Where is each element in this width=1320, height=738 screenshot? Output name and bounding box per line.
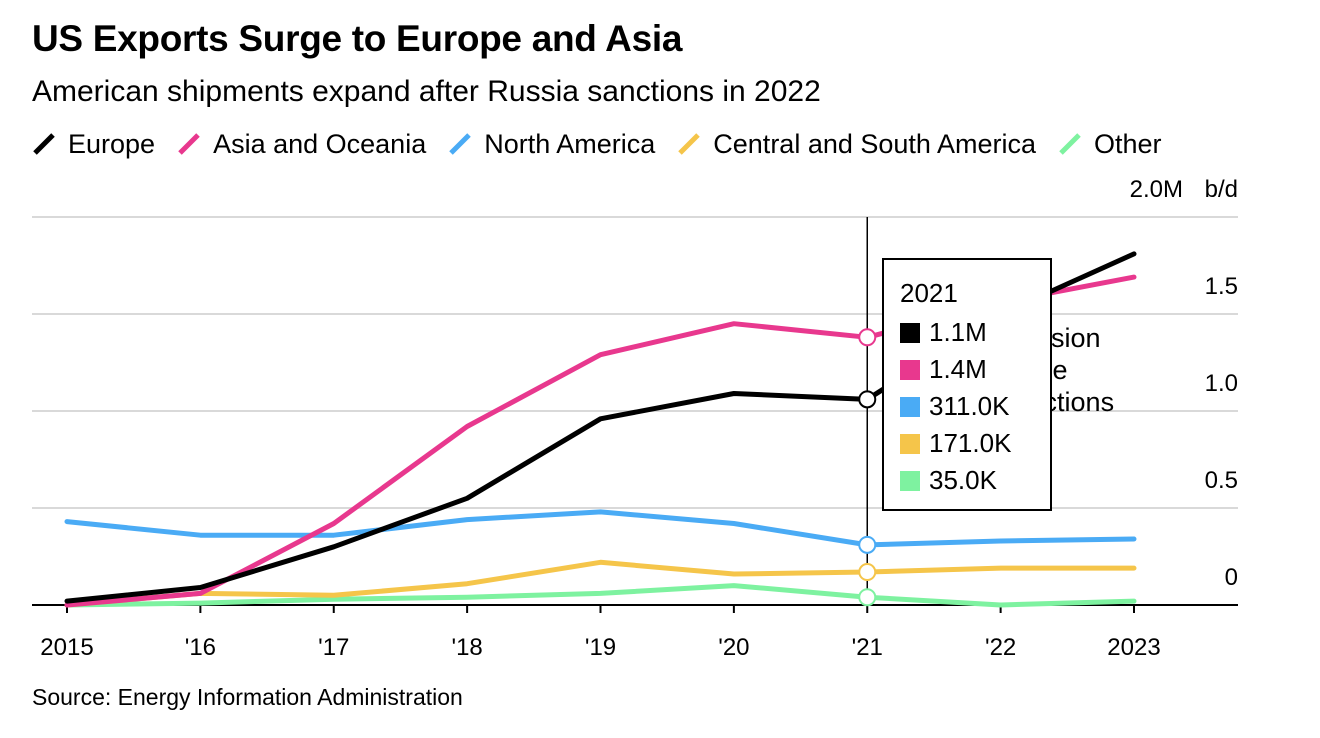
tooltip-row: 1.4M bbox=[900, 354, 987, 385]
highlight-marker bbox=[858, 535, 877, 554]
series-line bbox=[64, 559, 1137, 608]
x-tick-label: 2015 bbox=[40, 634, 93, 661]
legend-swatch bbox=[178, 133, 200, 155]
legend-swatch bbox=[678, 133, 701, 155]
highlight-marker bbox=[858, 563, 877, 582]
source-note: Source: Energy Information Administratio… bbox=[32, 684, 463, 710]
x-tick-label: '19 bbox=[585, 634, 616, 661]
tooltip-swatch bbox=[900, 396, 920, 417]
x-tick-label: '16 bbox=[185, 634, 216, 661]
chart-title: US Exports Surge to Europe and Asia bbox=[32, 18, 683, 59]
x-tick-label: '17 bbox=[318, 634, 349, 661]
legend-label: Europe bbox=[68, 128, 156, 159]
y-tick-label: 1.0 bbox=[1205, 370, 1238, 397]
legend-item: Europe bbox=[32, 129, 155, 160]
highlight-marker bbox=[858, 588, 877, 607]
x-tick-label: '22 bbox=[985, 634, 1016, 661]
legend-label: North America bbox=[484, 128, 656, 159]
tooltip-value: 35.0K bbox=[929, 465, 997, 495]
tooltip-year: 2021 bbox=[900, 278, 958, 308]
x-tick-label: 2023 bbox=[1107, 634, 1160, 661]
tooltip-swatch bbox=[900, 359, 920, 380]
highlight-marker bbox=[858, 328, 877, 347]
highlight-marker bbox=[858, 390, 877, 409]
tooltip-value: 1.4M bbox=[929, 354, 987, 384]
legend-item: Other bbox=[1058, 129, 1162, 160]
series-line bbox=[64, 583, 1137, 608]
legend-item: Central and South America bbox=[677, 129, 1036, 160]
tooltip-swatch bbox=[900, 470, 920, 491]
y-tick-label: 0.5 bbox=[1205, 467, 1238, 494]
tooltip-value: 311.0K bbox=[929, 391, 1010, 421]
legend-label: Other bbox=[1093, 128, 1162, 159]
tooltip-swatch bbox=[900, 322, 920, 343]
tooltip-value: 1.1M bbox=[929, 317, 987, 347]
legend-item: Asia and Oceania bbox=[177, 129, 426, 160]
legend-swatch bbox=[1059, 133, 1081, 155]
x-tick-label: '21 bbox=[852, 634, 883, 661]
tooltip-row: 1.1M bbox=[900, 317, 987, 348]
chart-subtitle: American shipments expand after Russia s… bbox=[32, 75, 821, 108]
legend-item: North America bbox=[448, 129, 655, 160]
y-tick-label: 2.0M bbox=[1130, 176, 1183, 203]
legend-label: Central and South America bbox=[713, 128, 1036, 159]
tooltip-value: 171.0K bbox=[929, 428, 1012, 458]
legend-swatch bbox=[33, 133, 55, 155]
legend: Europe Asia and Oceania North America Centr… bbox=[32, 124, 1162, 164]
tooltip-row: 311.0K bbox=[900, 391, 1009, 422]
x-tick-label: '20 bbox=[718, 634, 749, 661]
legend-swatch bbox=[449, 133, 471, 155]
tooltip-row: 35.0K bbox=[900, 465, 997, 496]
x-tick-label: '18 bbox=[451, 634, 482, 661]
legend-label: Asia and Oceania bbox=[213, 128, 427, 159]
tooltip-row: 171.0K bbox=[900, 428, 1011, 459]
y-unit-label: b/d bbox=[1205, 176, 1238, 203]
y-tick-label: 1.5 bbox=[1205, 273, 1238, 300]
series-line bbox=[64, 509, 1137, 548]
y-tick-label: 0 bbox=[1225, 564, 1238, 591]
tooltip-swatch bbox=[900, 433, 920, 454]
tooltip: 2021 1.1M 1.4M 311.0K 171.0K 35.0K bbox=[882, 258, 1052, 511]
